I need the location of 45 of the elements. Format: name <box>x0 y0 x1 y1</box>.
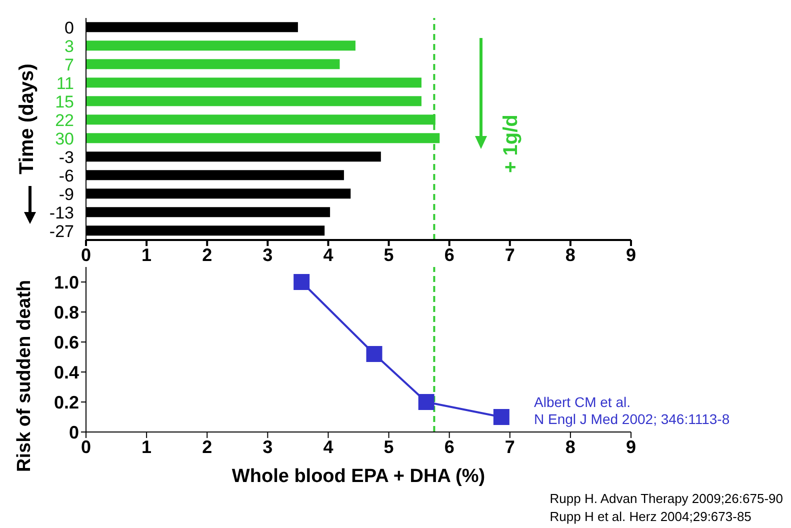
text: Rupp H et al. Herz 2004;29:673-85 <box>550 508 752 526</box>
x-tick-label: 7 <box>504 436 515 457</box>
y-tick-label: 22 <box>55 110 74 130</box>
y-tick-label: 0 <box>68 422 79 442</box>
y-tick-label: 0.2 <box>54 392 79 412</box>
x-tick-label: 6 <box>444 436 454 457</box>
x-tick-label: 5 <box>384 244 394 265</box>
y-tick-label: 0.8 <box>54 302 79 322</box>
y-axis-title: Time (days) <box>16 64 38 174</box>
x-tick-label: 9 <box>626 436 636 457</box>
x-tick-label: 6 <box>444 244 454 265</box>
x-tick-label: 7 <box>504 244 515 265</box>
y-tick-label: -9 <box>58 184 74 204</box>
y-tick-label: 7 <box>64 55 74 74</box>
x-tick-label: 3 <box>262 436 273 457</box>
x-tick-label: 2 <box>202 436 212 457</box>
x-tick-label: 9 <box>626 244 636 265</box>
text: Rupp H. Advan Therapy 2009;26:675-90 <box>550 490 783 508</box>
x-tick-label: 0 <box>80 436 92 457</box>
y-tick-label: 0 <box>64 18 74 38</box>
y-tick-label: -6 <box>58 166 74 186</box>
x-axis-title: Whole blood EPA + DHA (%) <box>230 466 486 488</box>
x-tick-label: 4 <box>323 244 334 265</box>
y-axis-title: Risk of sudden death <box>14 280 36 472</box>
x-tick-label: 8 <box>565 244 576 265</box>
x-tick-label: 1 <box>142 436 152 457</box>
y-tick-label: 11 <box>56 74 74 93</box>
x-tick-label: 4 <box>323 436 334 457</box>
annotation: + 1g/d <box>500 114 523 173</box>
x-tick-label: 0 <box>80 244 92 265</box>
y-tick-label: -13 <box>49 203 74 222</box>
y-tick-label: -27 <box>49 222 74 241</box>
annotation: Albert CM et al. N Engl J Med 2002; 346:1113-8 <box>534 394 730 428</box>
x-tick-label: 2 <box>202 244 212 265</box>
y-tick-label: 0.4 <box>54 362 79 382</box>
y-tick-label: 30 <box>55 129 74 148</box>
y-tick-label: 3 <box>64 36 74 56</box>
y-tick-label: 0.6 <box>54 332 79 352</box>
x-tick-label: 3 <box>262 244 273 265</box>
y-tick-label: -3 <box>58 148 74 167</box>
y-tick-label: 15 <box>55 92 74 112</box>
x-tick-label: 1 <box>142 244 152 265</box>
y-tick-label: 1.0 <box>54 272 79 292</box>
x-tick-label: 8 <box>565 436 576 457</box>
x-tick-label: 5 <box>384 436 394 457</box>
